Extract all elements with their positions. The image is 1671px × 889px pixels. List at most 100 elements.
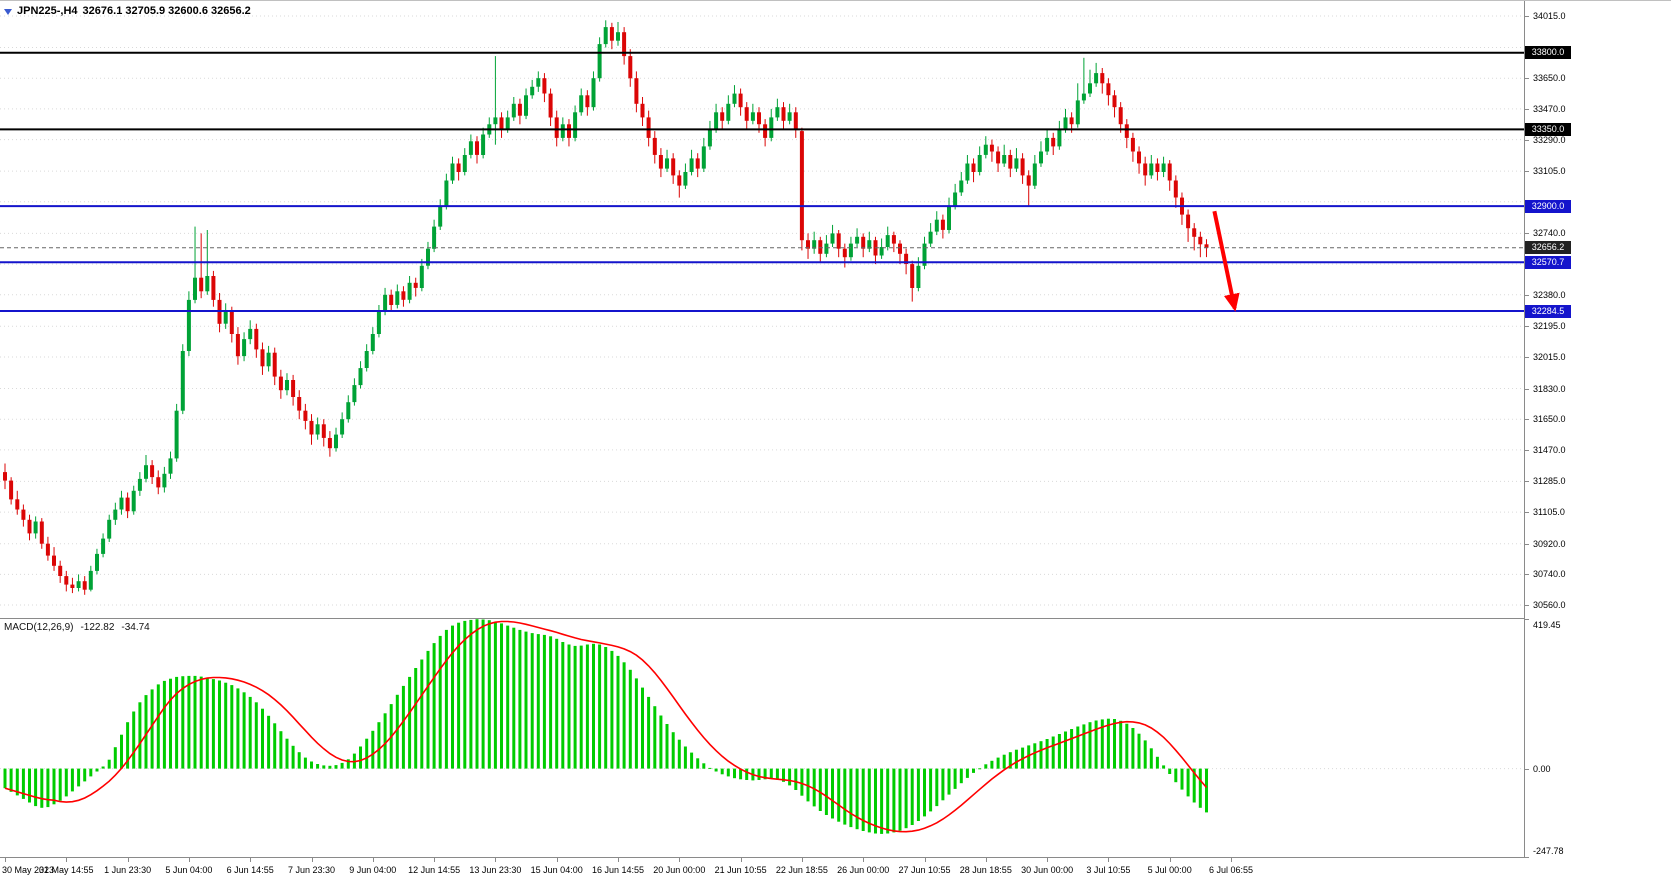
price-scale-border — [1524, 1, 1525, 858]
price-tick-label: 32740.0 — [1533, 228, 1566, 239]
candle-body — [928, 231, 933, 244]
candle-body — [1161, 163, 1166, 172]
macd-bar — [297, 752, 301, 769]
symbol-dropdown-icon[interactable] — [4, 9, 12, 15]
price-level-badge: 32570.7 — [1525, 255, 1571, 269]
candle-body — [1124, 124, 1129, 138]
macd-bar — [3, 768, 7, 789]
candle-body — [885, 235, 890, 247]
candle-body — [364, 351, 369, 368]
macd-bar — [1205, 768, 1208, 813]
macd-bar — [592, 643, 595, 769]
symbol-period-label: JPN225-,H4 — [17, 5, 78, 17]
price-scale[interactable]: 34015.0 33650.0 33470.0 33290.0 33105.0 32740… — [1525, 1, 1671, 858]
candle-body — [1112, 95, 1117, 108]
candle-body — [787, 112, 792, 121]
macd-bar — [567, 644, 571, 769]
macd-bar — [175, 676, 179, 769]
candle-body — [1130, 137, 1135, 152]
price-pane[interactable] — [0, 1, 1524, 618]
candle-body — [904, 253, 909, 264]
candle-body — [707, 129, 712, 147]
macd-bar — [1094, 720, 1098, 769]
candle-body — [76, 581, 81, 588]
candle-body — [836, 233, 841, 249]
time-tick-mark — [250, 858, 252, 862]
macd-bar — [383, 713, 387, 769]
candle-body — [162, 473, 167, 488]
time-tick-mark — [434, 858, 436, 862]
macd-bar — [120, 734, 123, 769]
macd-bar — [518, 629, 522, 769]
time-tick-label: 26 Jun 00:00 — [837, 865, 890, 875]
macd-bar — [150, 689, 154, 769]
macd-bar — [1027, 745, 1031, 769]
candle-body — [505, 117, 510, 130]
candle-body — [303, 410, 308, 421]
macd-bar — [242, 692, 246, 769]
candle-body — [855, 236, 860, 244]
price-tick-label: 30920.0 — [1533, 538, 1566, 549]
macd-tick-label: -247.78 — [1533, 846, 1564, 856]
trend-arrow-annotation[interactable] — [1212, 210, 1240, 312]
candle-body — [634, 78, 639, 104]
time-tick-mark — [1169, 858, 1171, 862]
time-tick-mark — [372, 858, 374, 862]
candle-body — [750, 112, 755, 121]
macd-bar — [616, 655, 620, 769]
ohlc-readout: 32676.1 32705.9 32600.6 32656.2 — [82, 5, 251, 17]
macd-bar — [1168, 768, 1172, 774]
macd-bar — [1162, 765, 1166, 769]
macd-bar — [1119, 720, 1123, 769]
time-tick-mark — [556, 858, 558, 862]
macd-bar — [346, 759, 350, 769]
macd-bar — [867, 768, 871, 833]
macd-bar — [451, 625, 454, 769]
macd-bar — [481, 619, 485, 769]
candle-body — [107, 519, 112, 539]
time-tick-mark — [495, 858, 497, 862]
time-tick-label: 16 Jun 14:55 — [591, 865, 645, 875]
macd-indicator-label: MACD(12,26,9) -122.82 -34.74 — [4, 622, 157, 633]
price-tick-label: 31470.0 — [1533, 444, 1566, 455]
macd-bar — [610, 650, 614, 769]
macd-bar — [573, 645, 577, 769]
candle-body — [70, 584, 75, 588]
candle-body — [137, 478, 142, 491]
macd-bar — [1155, 756, 1159, 769]
candle-body — [947, 206, 951, 230]
macd-signal-value: -34.74 — [121, 622, 150, 633]
axis-separator — [0, 857, 1671, 858]
candle-body — [205, 276, 210, 292]
macd-bar — [561, 642, 565, 769]
time-scale[interactable]: 30 May 2023 31 May 14:55 1 Jun 23:30 5 Jun … — [0, 858, 1671, 889]
candle-body — [983, 144, 988, 155]
macd-bar — [1113, 719, 1116, 769]
candle-body — [52, 555, 56, 566]
candle-body — [965, 163, 970, 181]
macd-bar — [622, 662, 626, 769]
macd-pane[interactable] — [0, 619, 1524, 857]
candle-body — [1088, 83, 1092, 94]
macd-bar — [831, 768, 834, 819]
macd-bar — [769, 768, 773, 779]
time-tick-mark — [618, 858, 619, 862]
candle-body — [1149, 163, 1154, 176]
candle-body — [744, 107, 749, 121]
candle-body — [468, 141, 473, 155]
macd-bar — [291, 745, 295, 769]
macd-bar — [371, 730, 375, 769]
macd-bar — [64, 768, 68, 797]
macd-bar — [696, 758, 700, 769]
candle-body — [401, 291, 406, 300]
candle-body — [683, 172, 688, 186]
macd-bar — [634, 678, 638, 769]
candle-body — [291, 380, 296, 397]
pane-separator[interactable] — [0, 618, 1671, 619]
price-level-badge: 32900.0 — [1525, 199, 1571, 213]
macd-bar — [549, 636, 553, 769]
candle-body — [376, 311, 381, 334]
time-tick-label: 21 Jun 10:55 — [714, 865, 767, 875]
macd-bar — [457, 622, 461, 769]
macd-bar — [1125, 723, 1129, 769]
